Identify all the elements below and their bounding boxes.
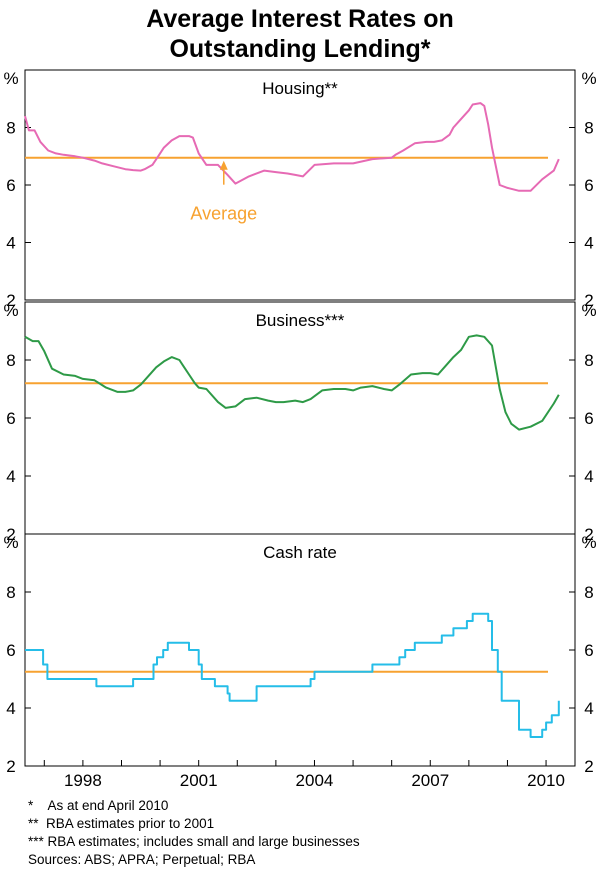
y-tick-label-left-housing-2: 2 bbox=[6, 291, 15, 310]
y-unit-left-cash: % bbox=[3, 533, 18, 552]
x-tick-label-1998: 1998 bbox=[64, 771, 102, 790]
y-tick-label-left-housing-8: 8 bbox=[6, 119, 15, 138]
footnote-business-definition: *** RBA estimates; includes small and la… bbox=[28, 834, 360, 849]
y-tick-label-right-business-4: 4 bbox=[584, 467, 593, 486]
y-unit-right-business: % bbox=[581, 301, 596, 320]
panel-frame-housing bbox=[24, 69, 576, 301]
y-tick-label-right-cash-2: 2 bbox=[584, 757, 593, 776]
series-line-housing bbox=[24, 102, 560, 192]
y-tick-label-right-housing-6: 6 bbox=[584, 176, 593, 195]
series-line-business bbox=[24, 334, 560, 431]
y-unit-right-cash: % bbox=[581, 533, 596, 552]
y-tick-label-left-cash-6: 6 bbox=[6, 641, 15, 660]
y-tick-label-right-business-2: 2 bbox=[584, 525, 593, 544]
x-tick-label-2007: 2007 bbox=[411, 771, 449, 790]
y-tick-label-left-cash-8: 8 bbox=[6, 583, 15, 602]
y-tick-label-left-business-8: 8 bbox=[6, 351, 15, 370]
y-tick-label-left-housing-6: 6 bbox=[6, 176, 15, 195]
panel-title-housing: Housing** bbox=[262, 79, 338, 98]
chart-title-line-1: Average Interest Rates on bbox=[146, 5, 454, 33]
footnote-sources: Sources: ABS; APRA; Perpetual; RBA bbox=[28, 852, 256, 867]
y-tick-label-right-housing-2: 2 bbox=[584, 291, 593, 310]
panel-title-cash: Cash rate bbox=[263, 543, 337, 562]
average-arrow-head bbox=[219, 160, 228, 170]
x-tick-label-2001: 2001 bbox=[180, 771, 218, 790]
y-tick-label-left-housing-4: 4 bbox=[6, 234, 15, 253]
y-unit-left-housing: % bbox=[3, 69, 18, 88]
y-tick-label-right-cash-8: 8 bbox=[584, 583, 593, 602]
y-tick-label-left-business-6: 6 bbox=[6, 409, 15, 428]
y-tick-label-left-business-2: 2 bbox=[6, 525, 15, 544]
panel-frame-business bbox=[24, 301, 576, 535]
y-unit-right-housing: % bbox=[581, 69, 596, 88]
footnote-as-at: * As at end April 2010 bbox=[28, 798, 169, 813]
x-tick-label-2010: 2010 bbox=[527, 771, 565, 790]
y-unit-left-business: % bbox=[3, 301, 18, 320]
footnote-rba-estimates: ** RBA estimates prior to 2001 bbox=[28, 816, 215, 831]
y-tick-label-left-business-4: 4 bbox=[6, 467, 15, 486]
y-tick-label-right-cash-4: 4 bbox=[584, 699, 593, 718]
y-tick-label-left-cash-4: 4 bbox=[6, 699, 15, 718]
y-tick-label-right-cash-6: 6 bbox=[584, 641, 593, 660]
y-tick-label-right-business-6: 6 bbox=[584, 409, 593, 428]
y-tick-label-right-housing-8: 8 bbox=[584, 119, 593, 138]
y-tick-label-right-business-8: 8 bbox=[584, 351, 593, 370]
panel-title-business: Business*** bbox=[256, 311, 345, 330]
average-annotation-label: Average bbox=[190, 204, 257, 224]
series-line-cash bbox=[25, 612, 560, 738]
y-tick-label-left-cash-2: 2 bbox=[6, 757, 15, 776]
x-tick-label-2004: 2004 bbox=[296, 771, 334, 790]
chart-title-line-2: Outstanding Lending* bbox=[169, 35, 431, 63]
footnotes: * As at end April 2010 ** RBA estimates … bbox=[28, 797, 360, 869]
y-tick-label-right-housing-4: 4 bbox=[584, 234, 593, 253]
